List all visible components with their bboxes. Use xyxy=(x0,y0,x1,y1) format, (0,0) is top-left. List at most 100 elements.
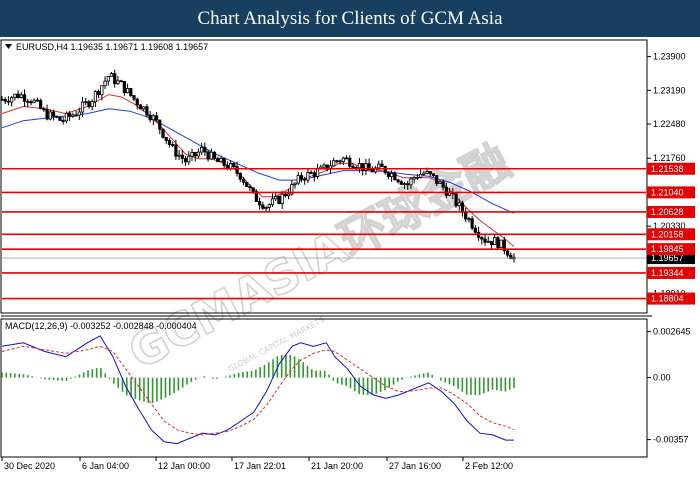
candle-body xyxy=(364,163,368,171)
candle-body xyxy=(35,99,40,102)
candle-body xyxy=(441,181,445,188)
candle-body xyxy=(203,146,207,153)
candle-body xyxy=(248,186,252,189)
candle-body xyxy=(42,108,46,111)
level-label: 1.19344 xyxy=(651,268,684,278)
candle-body xyxy=(377,163,381,169)
candle-body xyxy=(254,191,258,202)
candle-body xyxy=(293,182,297,185)
candle-body xyxy=(161,128,165,138)
candle-body xyxy=(29,101,33,104)
candle-body xyxy=(145,106,149,116)
candle-body xyxy=(142,106,146,110)
level-badge xyxy=(647,162,695,175)
candle-body xyxy=(344,157,349,160)
candle-body xyxy=(103,80,107,87)
candle-body xyxy=(509,254,513,260)
candle-body xyxy=(0,98,4,101)
candle-body xyxy=(19,94,23,99)
price-panel-frame xyxy=(0,39,648,314)
candle-body xyxy=(315,168,320,177)
candle-body xyxy=(245,181,249,188)
candle-body xyxy=(241,178,246,183)
candle-body xyxy=(138,104,143,110)
candle-body xyxy=(351,165,355,168)
candle-body xyxy=(187,155,191,163)
candle-body xyxy=(286,193,291,197)
candle-body xyxy=(229,163,233,169)
price-tick-label: 1.22480 xyxy=(653,119,686,129)
candle-body xyxy=(322,164,326,168)
candle-body xyxy=(232,163,236,168)
candle-body xyxy=(238,172,242,180)
price-tick-label: 1.21760 xyxy=(653,153,686,163)
candle-body xyxy=(277,196,281,204)
candle-body xyxy=(251,187,255,192)
candle-body xyxy=(68,112,72,117)
candle-body xyxy=(55,115,59,118)
candle-body xyxy=(435,175,439,184)
candle-body xyxy=(493,237,497,245)
candle-body xyxy=(473,227,477,233)
macd-signal-line xyxy=(1,345,515,436)
candle-body xyxy=(64,112,69,122)
candle-body xyxy=(200,146,204,153)
candle-body xyxy=(270,198,275,206)
candle-body xyxy=(431,173,436,176)
candle-body xyxy=(84,101,88,104)
candle-body xyxy=(48,111,52,120)
candle-body xyxy=(151,115,155,121)
candle-body xyxy=(116,80,120,85)
candle-body xyxy=(58,116,62,121)
candle-body xyxy=(309,172,313,174)
candle-body xyxy=(148,114,152,121)
level-label: 1.20628 xyxy=(651,207,684,217)
candle-body xyxy=(196,151,201,157)
time-tick-label: 17 Jan 22:01 xyxy=(234,461,286,471)
candle-body xyxy=(370,169,374,173)
candle-body xyxy=(361,163,365,171)
candle-body xyxy=(457,202,461,207)
trading-chart[interactable]: GCMASIA环球金融 GLOBAL CAPITAL MARKETS EURUS… xyxy=(0,37,700,500)
macd-signal-layer xyxy=(1,345,515,436)
candle-body xyxy=(16,93,20,99)
candle-body xyxy=(219,157,223,163)
time-tick-label: 30 Dec 2020 xyxy=(4,461,55,471)
candle-body xyxy=(367,163,371,171)
collapse-triangle-icon[interactable] xyxy=(5,44,12,49)
time-tick-label: 2 Feb 12:00 xyxy=(465,461,513,471)
macd-tick-label: 0.002645 xyxy=(653,327,691,337)
candle-body xyxy=(505,250,510,256)
candle-body xyxy=(261,204,265,209)
candle-body xyxy=(132,95,136,100)
candle-body xyxy=(422,172,426,175)
candle-body xyxy=(113,73,117,85)
candle-body xyxy=(454,193,458,207)
candle-body xyxy=(158,119,162,130)
candle-body xyxy=(402,183,407,186)
candle-body xyxy=(428,171,432,175)
candle-body xyxy=(171,144,175,146)
candle-body xyxy=(10,97,14,103)
candle-body xyxy=(129,88,133,96)
candle-body xyxy=(32,99,36,103)
candle-body xyxy=(71,114,75,117)
candle-body xyxy=(464,211,468,220)
time-tick-label: 21 Jan 20:00 xyxy=(311,461,363,471)
candle-body xyxy=(13,93,17,98)
candle-body xyxy=(222,157,226,166)
level-label: 1.21040 xyxy=(651,187,684,197)
price-tick-label: 1.20330 xyxy=(653,221,686,231)
candle-body xyxy=(470,218,474,229)
macd-info: MACD(12,26,9) -0.003252 -0.002848 -0.000… xyxy=(5,321,197,331)
candle-body xyxy=(489,240,494,245)
time-tick-label: 12 Jan 00:00 xyxy=(158,461,210,471)
level-label: 1.20158 xyxy=(651,229,684,239)
candle-body xyxy=(486,240,490,243)
candle-body xyxy=(100,85,104,96)
candle-body xyxy=(122,81,126,94)
level-lines: 1.21538 1.21040 1.20628 1.20158 1.19845 1.193… xyxy=(2,162,695,305)
symbol-info: EURUSD,H4 1.19635 1.19671 1.19608 1.1965… xyxy=(16,42,208,52)
candle-body xyxy=(496,237,500,249)
candle-body xyxy=(312,172,316,177)
